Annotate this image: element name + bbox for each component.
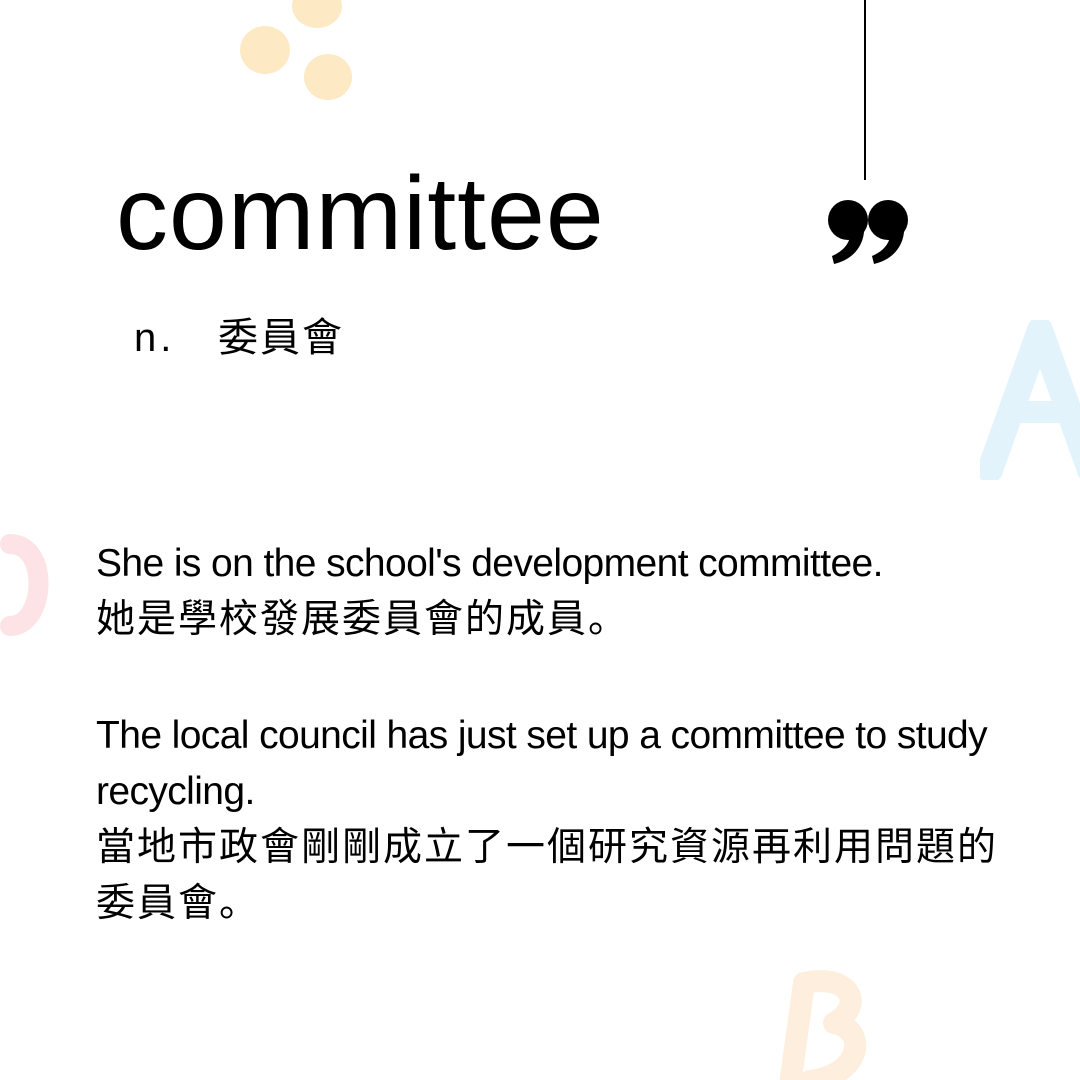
- part-of-speech: n.: [134, 316, 176, 360]
- divider-line: [864, 0, 866, 180]
- example-list: She is on the school's development commi…: [96, 536, 1016, 992]
- definition-line: n. 委員會: [134, 314, 344, 362]
- example-item: The local council has just set up a comm…: [96, 708, 1016, 932]
- closing-quote-icon: [828, 200, 908, 264]
- example-english: The local council has just set up a comm…: [96, 714, 988, 813]
- decorative-dot: [304, 54, 352, 100]
- example-chinese: 當地市政會剛剛成立了一個研究資源再利用問題的委員會。: [96, 826, 999, 925]
- decorative-letter-c-icon: [0, 534, 49, 636]
- decorative-dot: [240, 26, 290, 74]
- example-english: She is on the school's development commi…: [96, 542, 883, 585]
- example-chinese: 她是學校發展委員會的成員。: [96, 598, 630, 641]
- headword: committee: [116, 156, 605, 272]
- decorative-letter-a-icon: [980, 320, 1080, 480]
- example-item: She is on the school's development commi…: [96, 536, 1016, 648]
- chinese-meaning: 委員會: [218, 316, 344, 360]
- decorative-dot: [292, 0, 342, 28]
